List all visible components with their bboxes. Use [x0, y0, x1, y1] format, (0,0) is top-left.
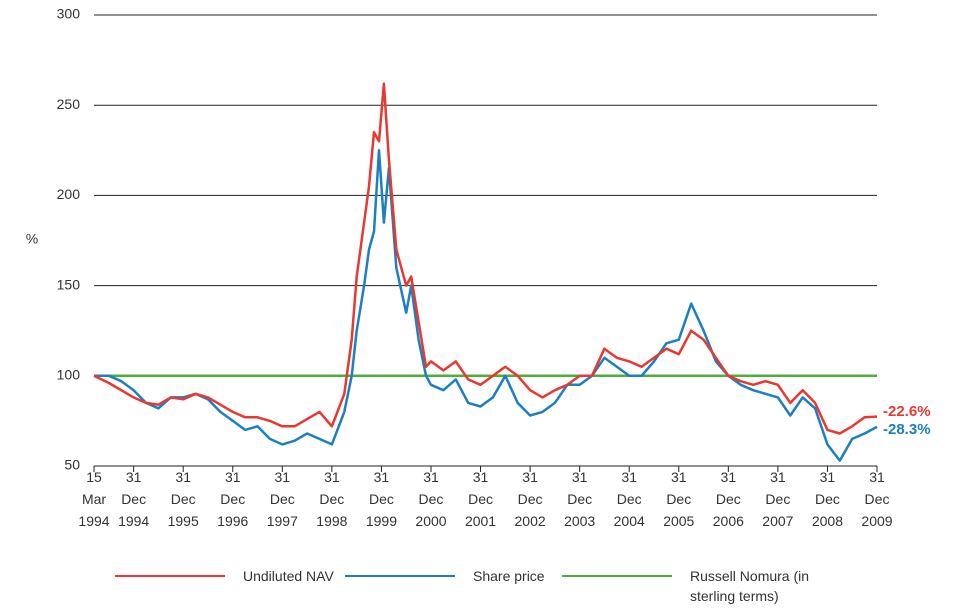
x-tick-label: 31 Dec 2002 [515, 469, 546, 529]
series-line [93, 82, 878, 435]
x-tick-label: 31 Dec 1995 [168, 469, 199, 529]
legend-label: Share price [473, 568, 545, 584]
x-tick-label: 31 Dec 2003 [564, 469, 595, 529]
legend-label: Undiluted NAV [243, 568, 334, 584]
series-line [94, 149, 878, 462]
x-tick-label: 31 Dec 2006 [713, 469, 744, 529]
legend-item: Share price [345, 566, 623, 586]
legend: Undiluted NAV Share price Russell Nomura (… [0, 566, 955, 611]
legend-item: Undiluted NAV [115, 566, 393, 586]
y-axis-label: % [26, 231, 38, 247]
y-tick-label: 300 [57, 6, 81, 22]
x-tick-label: 31 Dec 1994 [118, 469, 149, 529]
x-tick-label: 31 Dec 1996 [217, 469, 248, 529]
legend-swatch [562, 575, 672, 577]
legend-item: Russell Nomura (in sterling terms) [562, 566, 815, 606]
y-tick-label: 250 [57, 96, 81, 112]
x-tick-label: 31 Dec 2005 [663, 469, 694, 529]
end-label: -22.6% [883, 403, 931, 420]
legend-swatch [115, 575, 225, 577]
end-label: -28.3% [883, 421, 931, 438]
legend-swatch [345, 575, 455, 577]
y-tick-label: 150 [57, 276, 81, 292]
x-tick-label: 31 Dec 2009 [861, 469, 892, 529]
x-tick-label: 31 Dec 2004 [614, 469, 645, 529]
x-tick-label: 31 Dec 2008 [812, 469, 843, 529]
x-tick-label: 31 Dec 2001 [465, 469, 496, 529]
y-tick-label: 100 [57, 367, 81, 383]
y-tick-label: 200 [57, 186, 81, 202]
x-tick-label: 31 Dec 2007 [762, 469, 793, 529]
x-tick-label: 31 Dec 2000 [415, 469, 446, 529]
x-tick-label: 31 Dec 1997 [267, 469, 298, 529]
x-tick-label: 31 Dec 1998 [316, 469, 347, 529]
chart: % 50 100 150 200 250 300 15 Mar 1994 31 Dec 1994 31 D… [26, 6, 931, 529]
x-tick-label: 31 Dec 1999 [366, 469, 397, 529]
y-tick-label: 50 [64, 457, 80, 473]
legend-label: Russell Nomura (in sterling terms) [690, 568, 810, 604]
x-tick-label: 15 Mar 1994 [78, 469, 109, 529]
